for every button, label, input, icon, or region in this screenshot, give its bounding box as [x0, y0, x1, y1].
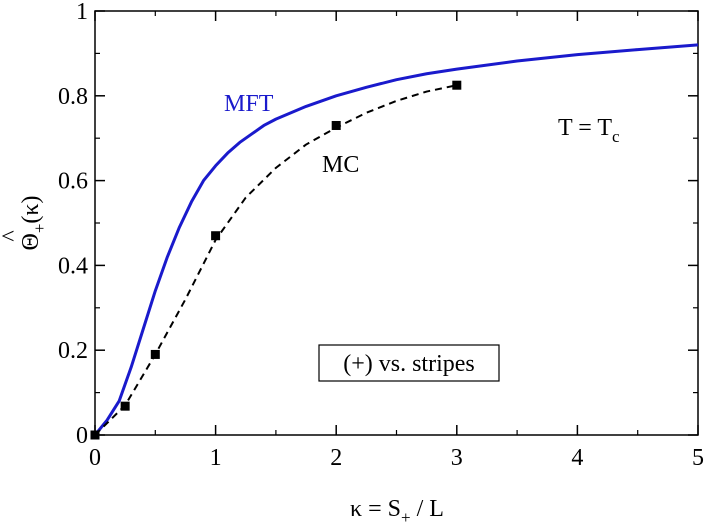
condition-subscript: c	[612, 127, 620, 146]
svg-text:^: ^	[0, 230, 24, 241]
mc-data-point	[331, 120, 341, 130]
x-tick-label: 0	[89, 445, 101, 471]
series-layer	[90, 43, 699, 440]
y-tick-label: 1	[76, 0, 88, 25]
mc-label: MC	[322, 152, 359, 178]
legend-box-label: (+) vs. stripes	[343, 351, 475, 377]
mc-data-point	[150, 349, 160, 359]
y-tick-label: 0	[76, 423, 88, 449]
mft-curve	[93, 43, 699, 436]
x-tick-label: 2	[330, 445, 342, 471]
y-axis-ticks: 0 0.2 0.4 0.6 0.8 1	[58, 0, 698, 449]
mft-label: MFT	[224, 91, 274, 117]
x-tick-label: 5	[692, 445, 704, 471]
x-tick-label: 1	[210, 445, 222, 471]
x-axis-ticks: 0 1 2 3 4 5	[89, 11, 704, 471]
x-tick-label: 3	[451, 445, 463, 471]
legend-box	[318, 344, 500, 382]
y-tick-label: 0.6	[58, 169, 88, 195]
mc-data-point	[90, 430, 100, 440]
x-tick-label: 4	[571, 445, 583, 471]
condition-main: T = T	[558, 115, 612, 141]
y-axis-title: Θ+(κ) ^	[0, 195, 49, 250]
y-tick-label: 0.8	[58, 84, 88, 110]
y-tick-label: 0.2	[58, 338, 88, 364]
mc-data-point	[211, 231, 221, 241]
mc-data-point	[120, 401, 130, 411]
y-tick-label: 0.4	[58, 253, 88, 279]
condition-label: T = Tc	[558, 115, 620, 146]
mc-curve	[94, 84, 458, 436]
x-axis-title: κ = S+ / L	[350, 496, 444, 527]
mc-data-point	[452, 80, 462, 90]
svg-text:Θ+(κ): Θ+(κ)	[18, 195, 49, 250]
